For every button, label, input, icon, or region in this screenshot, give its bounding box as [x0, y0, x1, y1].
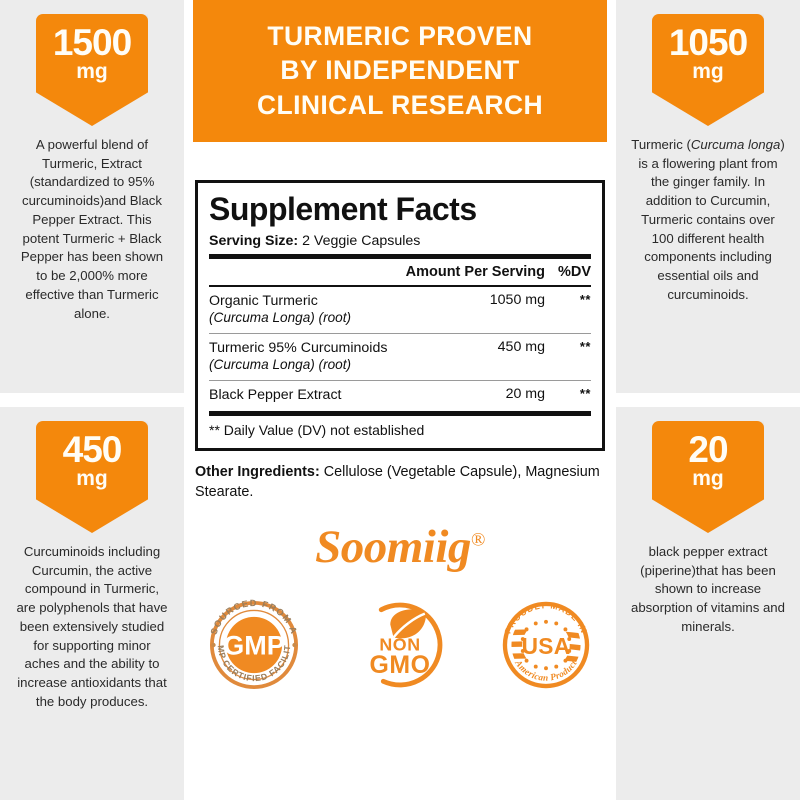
header-spacer: [209, 259, 406, 285]
banner-line-2: BY INDEPENDENT: [280, 55, 520, 86]
trademark-symbol: ®: [470, 529, 485, 551]
ingredient-name: Black Pepper Extract: [209, 387, 342, 404]
table-row: Turmeric 95% Curcuminoids (Curcuma Longa…: [209, 334, 591, 380]
ingredient-subname: (Curcuma Longa) (root): [209, 357, 352, 373]
banner-line-1: TURMERIC PROVEN: [267, 21, 533, 51]
text-after-italic: ) is a flowering plant from the ginger f…: [638, 137, 785, 302]
ingredient-dv: **: [579, 386, 591, 402]
ingredient-amount: 20 mg: [505, 386, 545, 403]
panel-bottom-right-text: black pepper extract (piperine)that has …: [631, 544, 785, 634]
svg-text:GMP: GMP: [223, 631, 285, 661]
shield-amount: 20: [688, 429, 728, 470]
usa-seal-icon: USA PROUDLY MADE IN American Product: [492, 591, 600, 699]
non-gmo-seal-icon: NON GMO: [346, 591, 454, 699]
ingredient-amount: 1050 mg: [489, 292, 545, 309]
serving-size-label: Serving Size:: [209, 233, 299, 250]
left-column: 1500 mg A powerful blend of Turmeric, Ex…: [0, 0, 184, 800]
other-ingredients-value: Cellulose (Vegetable Capsule), Magnesium…: [195, 463, 600, 500]
facts-rows-3: Black Pepper Extract 20 mg **: [209, 381, 591, 410]
shield-unit: mg: [692, 60, 724, 84]
divider-thin-2: [209, 380, 591, 382]
dose-shield-20: 20 mg: [652, 421, 764, 533]
dose-shield-450: 450 mg: [36, 421, 148, 533]
species-italic: Curcuma longa: [690, 137, 781, 152]
panel-top-left: 1500 mg A powerful blend of Turmeric, Ex…: [0, 0, 184, 393]
shield-amount: 1500: [52, 22, 132, 63]
facts-rows-2: Turmeric 95% Curcuminoids (Curcuma Longa…: [209, 334, 591, 380]
brand-logo: Soomiig®: [315, 524, 485, 571]
ingredient-name: Turmeric 95% Curcuminoids: [209, 340, 388, 357]
supplement-facts-box: Supplement Facts Serving Size: 2 Veggie …: [195, 180, 605, 451]
divider-thin-1: [209, 333, 591, 335]
panel-bottom-left: 450 mg Curcuminoids including Curcumin, …: [0, 407, 184, 800]
header-amount-per-serving: Amount Per Serving: [405, 264, 545, 281]
svg-text:USA: USA: [522, 634, 571, 660]
certification-seals: SOURCED FROM A GMP CERTIFIED FACILITY GM…: [193, 583, 607, 699]
table-row: Black Pepper Extract 20 mg **: [209, 381, 591, 410]
facts-rows-1: Organic Turmeric (Curcuma Longa) (root) …: [209, 287, 591, 333]
shield-amount: 1050: [668, 22, 748, 63]
dose-shield-1050: 1050 mg: [652, 14, 764, 126]
shield-unit: mg: [692, 467, 724, 491]
dose-shield-1500: 1500 mg: [36, 14, 148, 126]
divider-thick-bottom: [209, 410, 591, 416]
ingredient-subname: (Curcuma Longa) (root): [209, 310, 352, 326]
divider-med-header: [209, 285, 591, 288]
panel-top-left-text: A powerful blend of Turmeric, Extract (s…: [20, 137, 164, 321]
text-before-italic: Turmeric (: [631, 137, 691, 152]
header-percent-dv: %DV: [557, 264, 591, 281]
ingredient-dv: **: [579, 292, 591, 308]
panel-top-right-text: Turmeric (Curcuma longa) is a flowering …: [626, 132, 790, 305]
supplement-facts-title: Supplement Facts: [209, 191, 477, 228]
divider-thick-top: [209, 254, 591, 260]
shield-amount: 450: [62, 429, 123, 470]
daily-value-footnote: ** Daily Value (DV) not established: [209, 421, 425, 438]
panel-bottom-right: 20 mg black pepper extract (piperine)tha…: [616, 407, 800, 800]
serving-size-value: 2 Veggie Capsules: [302, 233, 421, 250]
shield-unit: mg: [76, 467, 108, 491]
banner-line-3: CLINICAL RESEARCH: [256, 89, 544, 120]
shield-unit: mg: [76, 60, 108, 84]
panel-bottom-left-text: Curcuminoids including Curcumin, the act…: [16, 544, 168, 709]
table-row: Organic Turmeric (Curcuma Longa) (root) …: [209, 287, 591, 333]
ingredient-amount: 450 mg: [497, 339, 545, 356]
serving-size: Serving Size: 2 Veggie Capsules: [209, 230, 591, 254]
facts-table: Amount Per Serving %DV: [209, 259, 591, 285]
ingredient-name: Organic Turmeric: [209, 293, 318, 310]
svg-text:NON: NON: [379, 635, 420, 655]
svg-text:GMO: GMO: [370, 652, 431, 679]
brand-name: Soomiig: [315, 521, 471, 574]
gmp-seal-icon: SOURCED FROM A GMP CERTIFIED FACILITY GM…: [196, 583, 308, 699]
other-ingredients-label: Other Ingredients:: [195, 463, 320, 480]
other-ingredients: Other Ingredients: Cellulose (Vegetable …: [195, 463, 605, 503]
header-banner: TURMERIC PROVEN BY INDEPENDENT CLINICAL …: [193, 0, 607, 143]
ingredient-dv: **: [579, 339, 591, 355]
center-column: TURMERIC PROVEN BY INDEPENDENT CLINICAL …: [184, 0, 616, 800]
panel-top-right: 1050 mg Turmeric (Curcuma longa) is a fl…: [616, 0, 800, 393]
facts-table-header: Amount Per Serving %DV: [209, 259, 591, 285]
right-column: 1050 mg Turmeric (Curcuma longa) is a fl…: [616, 0, 800, 800]
